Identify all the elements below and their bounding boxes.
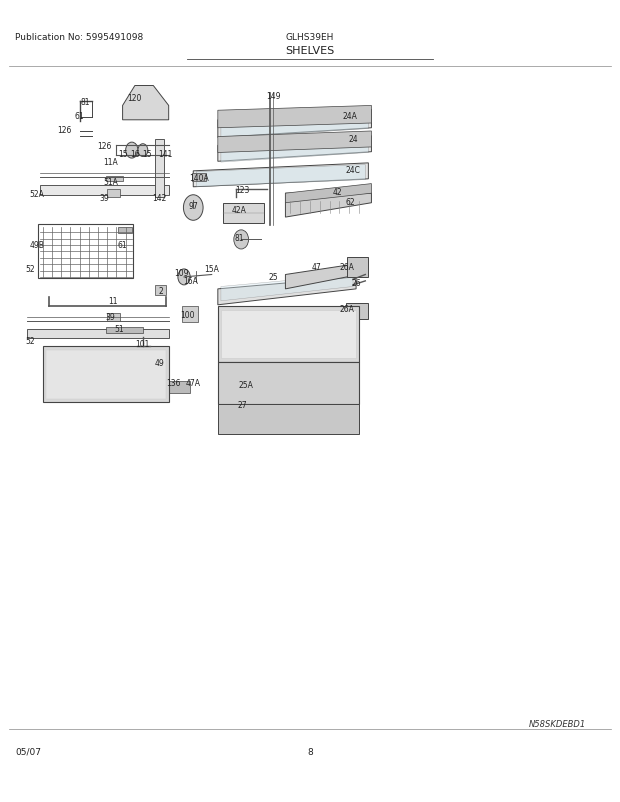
Text: 11A: 11A [103,157,118,167]
Polygon shape [46,350,166,399]
Polygon shape [218,307,359,363]
Text: 39: 39 [105,313,115,322]
Text: 136: 136 [166,379,181,388]
Polygon shape [43,346,169,403]
Text: N58SKDEBD1: N58SKDEBD1 [529,719,587,728]
Text: 140A: 140A [190,173,210,183]
Text: 2: 2 [159,286,164,296]
Polygon shape [123,87,169,120]
Text: 26: 26 [352,278,361,288]
Bar [38,225,133,279]
Polygon shape [27,330,169,339]
Polygon shape [218,363,359,405]
Text: 39: 39 [99,193,109,202]
Polygon shape [218,405,359,435]
Text: 81: 81 [81,98,91,107]
Text: 141: 141 [159,150,173,159]
Polygon shape [193,164,368,188]
Polygon shape [218,132,371,153]
Text: 27: 27 [237,400,247,410]
Text: 52: 52 [25,265,35,274]
Circle shape [138,144,148,157]
Text: 123: 123 [235,185,250,194]
Text: 149: 149 [266,92,280,101]
Polygon shape [40,186,169,196]
Polygon shape [221,275,353,302]
Polygon shape [106,328,143,334]
Text: 16A: 16A [183,277,198,286]
Text: 52A: 52A [29,189,44,198]
Polygon shape [155,286,166,296]
Text: 51: 51 [115,325,125,334]
Text: 24A: 24A [342,111,357,120]
Polygon shape [107,190,120,198]
Text: SHELVES: SHELVES [285,46,335,55]
Polygon shape [218,136,371,162]
Polygon shape [218,277,356,306]
Text: 15: 15 [118,150,127,159]
Polygon shape [285,264,359,290]
Polygon shape [155,381,190,393]
Polygon shape [118,228,132,233]
Text: 05/07: 05/07 [15,747,41,756]
Text: 52: 52 [25,337,35,346]
Text: 26A: 26A [339,263,354,272]
Text: 42A: 42A [232,205,247,214]
Text: 47: 47 [311,263,321,272]
Polygon shape [285,184,371,204]
Circle shape [234,230,249,249]
Text: 24: 24 [348,136,358,144]
Text: 16: 16 [130,150,140,159]
Polygon shape [221,138,368,163]
Text: 126: 126 [57,126,71,135]
Circle shape [178,269,190,286]
Text: 97: 97 [188,201,198,210]
Polygon shape [347,257,368,277]
Text: 49B: 49B [29,241,44,250]
Text: GLHS39EH: GLHS39EH [286,33,334,42]
Text: 25: 25 [268,273,278,282]
Polygon shape [218,111,371,138]
Text: Publication No: 5995491098: Publication No: 5995491098 [15,33,143,42]
Polygon shape [197,165,365,188]
Circle shape [184,196,203,221]
Polygon shape [285,194,371,218]
Text: 26A: 26A [339,305,354,314]
Text: 11: 11 [108,297,118,306]
Text: 62: 62 [345,197,355,206]
Text: 101: 101 [136,339,150,348]
Polygon shape [155,140,164,198]
Text: 42: 42 [333,188,342,196]
Text: 8: 8 [307,747,313,756]
Text: 61: 61 [118,241,127,250]
Polygon shape [192,174,206,182]
Polygon shape [182,307,198,323]
Text: 61: 61 [75,111,84,120]
Text: 120: 120 [128,94,142,103]
Polygon shape [221,112,368,139]
Polygon shape [345,304,368,320]
Polygon shape [106,176,123,182]
Text: 49: 49 [154,358,164,367]
Text: 25A: 25A [238,381,253,390]
Text: 15A: 15A [204,265,219,274]
Text: 100: 100 [180,310,194,319]
Text: 126: 126 [97,142,112,151]
Text: 142: 142 [153,193,167,202]
Circle shape [126,143,138,159]
Text: 15: 15 [143,150,152,159]
Text: 51A: 51A [103,177,118,187]
Polygon shape [223,204,264,225]
Polygon shape [221,311,356,358]
Text: 81: 81 [234,233,244,242]
Polygon shape [218,107,371,128]
Text: 24C: 24C [345,165,360,175]
Text: 109: 109 [174,269,188,278]
Polygon shape [107,314,120,322]
Text: 47A: 47A [186,379,201,388]
